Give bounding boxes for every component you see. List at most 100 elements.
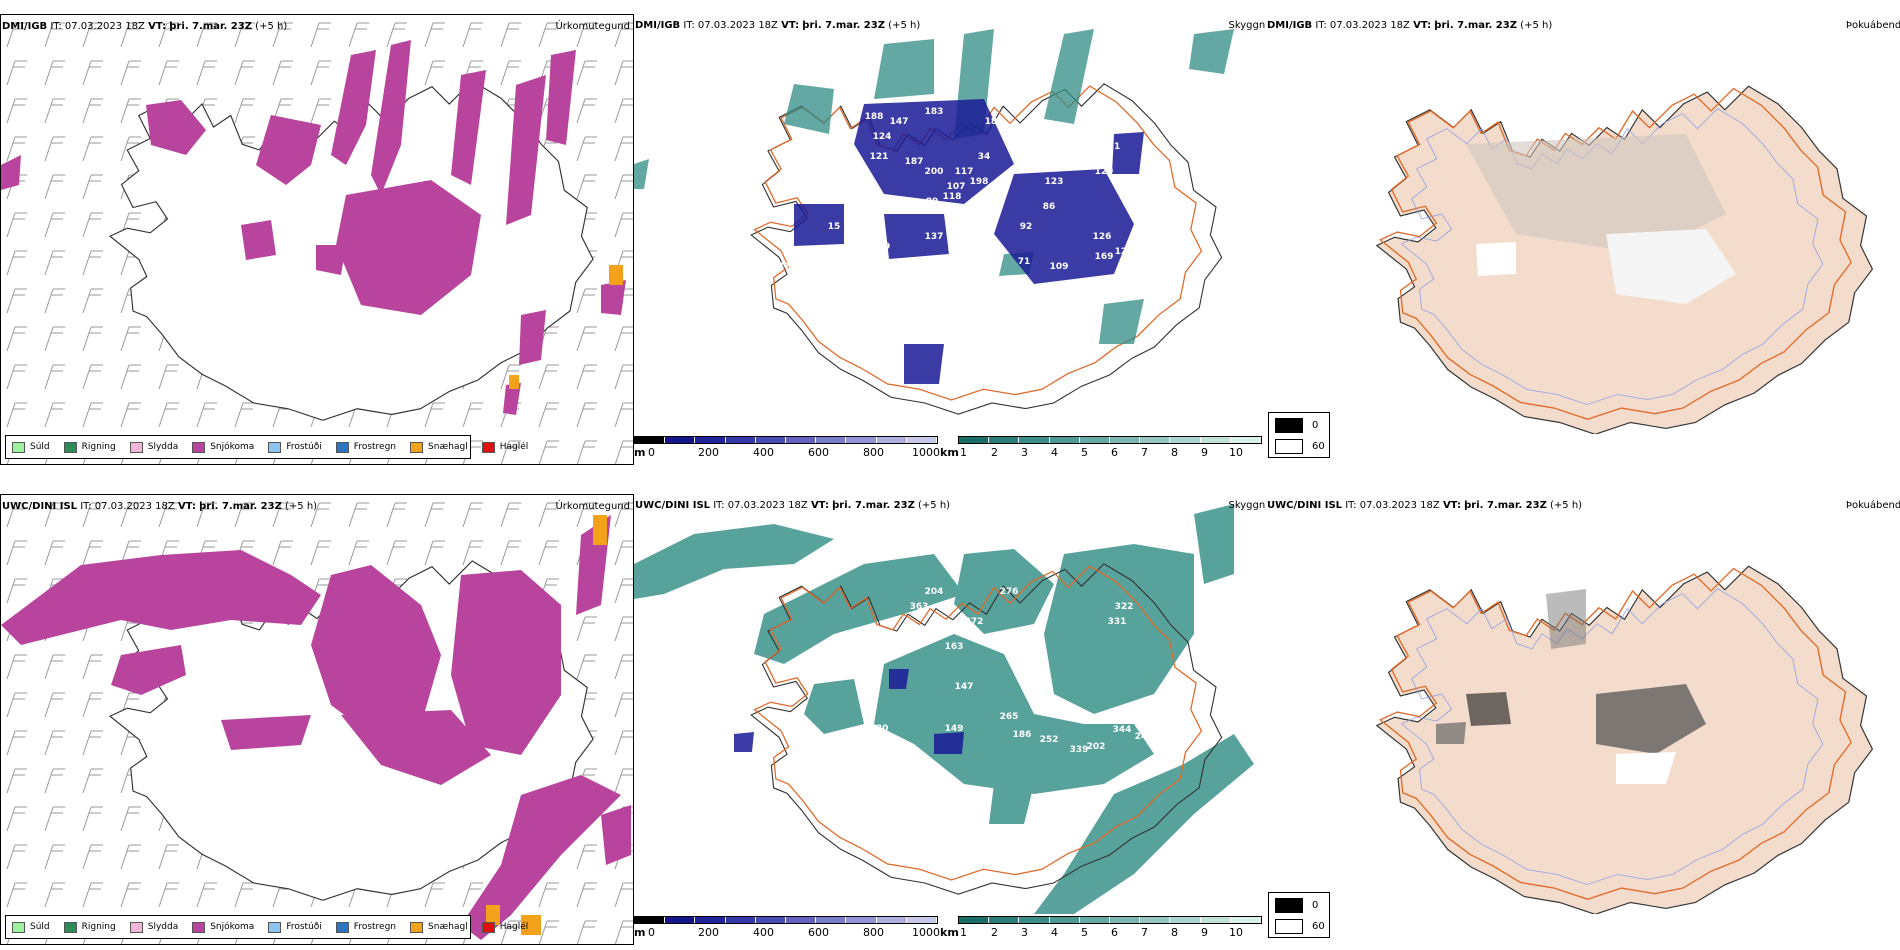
colorbar-segment <box>1200 917 1231 923</box>
visibility-tick: 10 <box>1229 926 1243 939</box>
cloud-ceiling-value: 105 <box>970 257 989 267</box>
snaehagl-areas <box>509 265 623 389</box>
visibility-tick: 7 <box>1141 926 1148 939</box>
visibility-tick: 6 <box>1111 446 1118 459</box>
colorbar-segment <box>816 437 847 443</box>
cloud-ceiling-value: 92 <box>1020 222 1033 232</box>
ceiling-tick: 400 <box>753 926 774 939</box>
colorbar-segment <box>1230 917 1262 923</box>
colorbar-segment <box>1140 917 1171 923</box>
cloud-ceiling-value: 183 <box>925 107 944 117</box>
cloud-ceiling-value: 202 <box>1087 742 1106 752</box>
cloud-ceiling-value: 86 <box>1043 202 1056 212</box>
colorbar-segment <box>1140 437 1171 443</box>
panel-title-precip: Úrkomutegund <box>555 501 630 512</box>
colorbar-segment <box>1170 437 1201 443</box>
cloud-ceiling-value: 198 <box>970 177 989 187</box>
cloud-ceiling-value: 344 <box>1113 725 1132 735</box>
colorbar-segment <box>1110 917 1141 923</box>
cloud-ceiling-value: 117 <box>955 167 974 177</box>
precip-map-row1 <box>1 15 633 464</box>
cloud-ceiling-value: 47 <box>778 262 791 272</box>
visibility-tick: 8 <box>1171 446 1178 459</box>
legend-item-frostudi: Frostúði <box>268 441 322 453</box>
panel-title-cloud: Skyggni <box>1228 500 1266 511</box>
legend-swatch <box>481 441 495 453</box>
visibility-tick: 4 <box>1051 926 1058 939</box>
cloud-panel-row2: 204 276 363 272 356 163 322 331 147 265 344 186 252 2… <box>634 494 1266 945</box>
cloud-ceiling-value: 331 <box>1108 617 1127 627</box>
panel-title-fog: Þokuábendi <box>1845 500 1900 511</box>
colorbar-segment <box>695 437 726 443</box>
ceiling-unit: m <box>634 926 646 939</box>
fog-map-row2 <box>1376 565 1873 914</box>
fog-index-areas <box>1436 589 1706 784</box>
cloud-ceiling-value: 163 <box>945 642 964 652</box>
colorbar-segment <box>695 917 726 923</box>
legend-item-suld: Súld <box>12 441 50 453</box>
cloud-ceiling-areas <box>794 99 1144 384</box>
cloud-ceiling-value: 186 <box>1013 730 1032 740</box>
ceiling-colorbar-strip <box>634 916 938 924</box>
colorbar-segment <box>846 917 877 923</box>
legend-swatch <box>268 441 282 453</box>
ceiling-tick: 0 <box>648 926 655 939</box>
ceiling-tick: 200 <box>698 926 719 939</box>
visibility-tick: 2 <box>991 446 998 459</box>
fog-panel-row1: DMI/IGB IT: 07.03.2023 18Z VT: þri. 7.ma… <box>1266 14 1900 465</box>
cloud-ceiling-value: 71 <box>1018 257 1031 267</box>
legend-item-frostregn: Frostregn <box>335 441 396 453</box>
visibility-tick: 9 <box>1201 446 1208 459</box>
visibility-tick: 3 <box>1021 446 1028 459</box>
cloud-ceiling-value: 276 <box>1000 587 1019 597</box>
cloud-ceiling-value: 125 <box>923 207 942 217</box>
visibility-colorbar-row2: km 1 2 3 4 5 6 7 8 9 10 <box>940 916 1266 940</box>
cloud-ceiling-value: 265 <box>1000 712 1019 722</box>
cloud-ceiling-value: 147 <box>955 682 974 692</box>
legend-item-frostregn: Frostregn <box>335 921 396 933</box>
colorbar-segment <box>959 917 990 923</box>
precip-type-legend: Súld Rigning Slydda Snjókoma Frostúði Fr… <box>5 915 528 939</box>
colorbar-segment <box>1019 917 1050 923</box>
header-row2-precip: UWC/DINI ISL IT: 07.03.2023 18Z VT: þri.… <box>2 501 318 512</box>
visibility-tick: 8 <box>1171 926 1178 939</box>
cloud-ceiling-value: 118 <box>943 192 962 202</box>
colorbar-segment <box>846 437 877 443</box>
legend-swatch <box>129 441 143 453</box>
cloud-ceiling-value: 99 <box>878 242 891 252</box>
visibility-tick: 7 <box>1141 446 1148 459</box>
cloud-ceiling-value: 147 <box>890 117 909 127</box>
legend-item-haglel: Haglél <box>481 921 528 933</box>
legend-item-snjokoma: Snjókoma <box>192 441 254 453</box>
ceiling-tick: 1000 <box>912 446 940 459</box>
ceiling-tick: 1000 <box>912 926 940 939</box>
legend-item-rigning: Rigning <box>63 921 116 933</box>
legend-swatch <box>192 921 206 933</box>
colorbar-segment <box>635 437 666 443</box>
fog-legend-item: 0 <box>1275 418 1318 433</box>
precip-panel-row1: DMI/IGB IT: 07.03.2023 18Z VT: þri. 7.ma… <box>0 14 634 465</box>
cloud-ceiling-value: 322 <box>1115 602 1134 612</box>
colorbar-segment <box>1110 437 1141 443</box>
precip-panel-row2: UWC/DINI ISL IT: 07.03.2023 18Z VT: þri.… <box>0 494 634 945</box>
cloud-ceiling-value: 187 <box>905 157 924 167</box>
colorbar-segment <box>1079 917 1111 923</box>
cloud-ceiling-value: 252 <box>1040 735 1059 745</box>
fog-panel-row2: UWC/DINI ISL IT: 07.03.2023 18Z VT: þri.… <box>1266 494 1900 945</box>
ceiling-tick: 600 <box>808 926 829 939</box>
header-row1-cloud: DMI/IGB IT: 07.03.2023 18Z VT: þri. 7.ma… <box>635 20 921 31</box>
legend-item-snaehagl: Snæhagl <box>410 921 468 933</box>
cloud-ceiling-value: 95 <box>948 247 961 257</box>
fog-legend-item: 0 <box>1275 898 1318 913</box>
colorbar-segment <box>1019 437 1050 443</box>
colorbar-segment <box>816 917 847 923</box>
visibility-colorbar-strip <box>958 916 1262 924</box>
cloud-ceiling-value: 15 <box>828 222 841 232</box>
visibility-colorbar-strip <box>958 436 1262 444</box>
legend-swatch <box>481 921 495 933</box>
ceiling-colorbar-strip <box>634 436 938 444</box>
colorbar-segment <box>989 437 1020 443</box>
header-row2-fog: UWC/DINI ISL IT: 07.03.2023 18Z VT: þri.… <box>1267 500 1583 511</box>
ceiling-tick: 200 <box>698 446 719 459</box>
cloud-ceiling-value: 200 <box>925 167 944 177</box>
